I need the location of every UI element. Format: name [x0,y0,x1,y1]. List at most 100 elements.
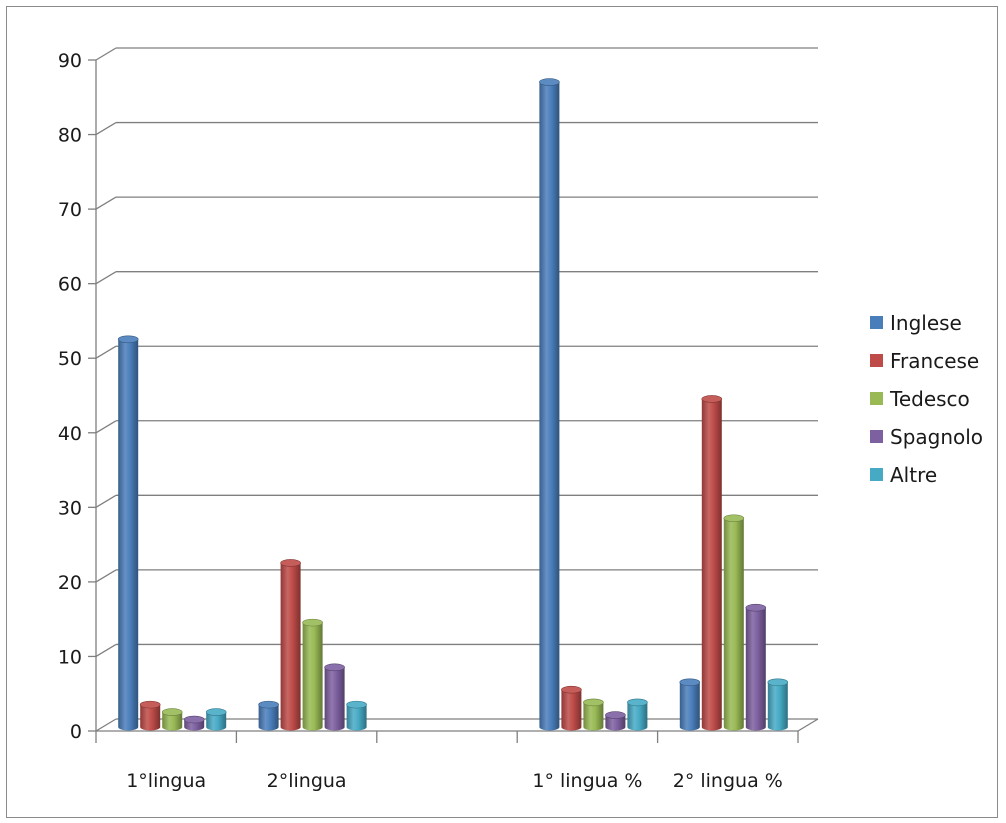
bar-top [117,335,139,344]
bar [205,708,227,731]
bar-top [583,698,604,707]
bar-body [302,622,323,731]
bar-top [767,678,789,687]
bar [117,335,139,731]
legend-swatch [870,354,883,367]
bar [183,715,205,731]
y-tick-label: 20 [58,572,82,594]
bar-body [627,702,648,731]
y-tick-label: 0 [70,721,82,743]
legend-label: Altre [890,463,937,487]
bar [539,78,560,731]
bars [117,78,789,731]
legend-swatch [870,392,883,405]
bar [324,663,345,731]
y-tick-label: 50 [58,348,82,370]
legend-label: Inglese [890,311,962,335]
bar-top [745,603,767,612]
y-tick-label: 40 [58,423,82,445]
y-tick-label: 10 [58,646,82,668]
bar-top [346,700,367,709]
legend-swatch [870,316,883,329]
bar-body [206,712,227,731]
gridline-diagonal [95,345,117,359]
bar [767,678,789,731]
bar [723,514,745,731]
bar-top [139,700,161,709]
bar-top [605,711,626,719]
gridline-diagonal [95,420,117,434]
bar-body [723,518,744,731]
gridline-diagonal [95,643,117,658]
bar-top [679,678,701,687]
bar [701,395,723,731]
bar-body [561,689,582,731]
bar-top [701,395,723,403]
x-category-label: 1° lingua % [532,770,642,792]
legend-label: Tedesco [889,387,970,411]
bar [605,711,626,731]
gridline-diagonal [95,47,117,61]
gridline-diagonal [95,121,117,136]
bar-body [258,704,279,731]
bar-body [324,667,345,731]
bar [161,708,183,731]
y-tick-label: 60 [58,274,82,296]
bar [139,700,161,731]
bar-body [701,398,722,731]
bar-top [324,663,345,672]
chart-frame [6,6,998,818]
bar [302,618,323,731]
bar-body [118,339,139,731]
bar [583,698,604,731]
legend-swatch [870,430,883,443]
bar-top [280,559,301,567]
gridlines [95,47,818,732]
bar-top [302,618,323,627]
bar [679,678,701,731]
bar-top [183,715,205,724]
bar-top [161,708,183,716]
bar-top [561,685,582,694]
bar-top [539,78,560,86]
gridline-diagonal [95,494,117,508]
legend-swatch [870,468,883,481]
bar [280,559,301,731]
bar-body [605,715,626,731]
bar-body [767,682,788,731]
gridline-diagonal [95,569,117,583]
legend: Inglese Francese Tedesco Spagnolo Altre [870,311,983,487]
gridline-diagonal [95,196,117,210]
bar [561,685,582,731]
bar-body [346,704,367,731]
gridline-diagonal [95,271,117,285]
gridline-diagonal [95,718,117,732]
bar-top [205,708,227,716]
bar [346,700,367,731]
y-tick-label: 90 [58,50,82,72]
bar [627,698,648,731]
bar-body [679,682,700,731]
x-category-label: 2° lingua % [673,770,783,792]
y-tick-label: 70 [58,199,82,221]
legend-label: Spagnolo [890,425,983,449]
axes: 0 10 20 30 40 50 60 70 80 90 1°lingua 2°lingua 1° li… [58,50,819,792]
bar-top [723,514,745,523]
legend-label: Francese [890,349,979,373]
x-category-label: 2°lingua [267,770,347,792]
bar-body [140,704,161,731]
bar-body [539,82,560,731]
y-tick-label: 30 [58,497,82,519]
bar-top [258,700,279,709]
bar-top [627,698,648,707]
floor-edge [797,718,819,732]
x-category-label: 1°lingua [126,770,206,792]
bar [258,700,279,731]
bar-body [162,712,183,731]
bar [745,603,767,731]
bar-body [280,562,301,731]
bar-body [583,702,604,731]
bar-body [745,607,766,731]
y-tick-label: 80 [58,125,82,147]
